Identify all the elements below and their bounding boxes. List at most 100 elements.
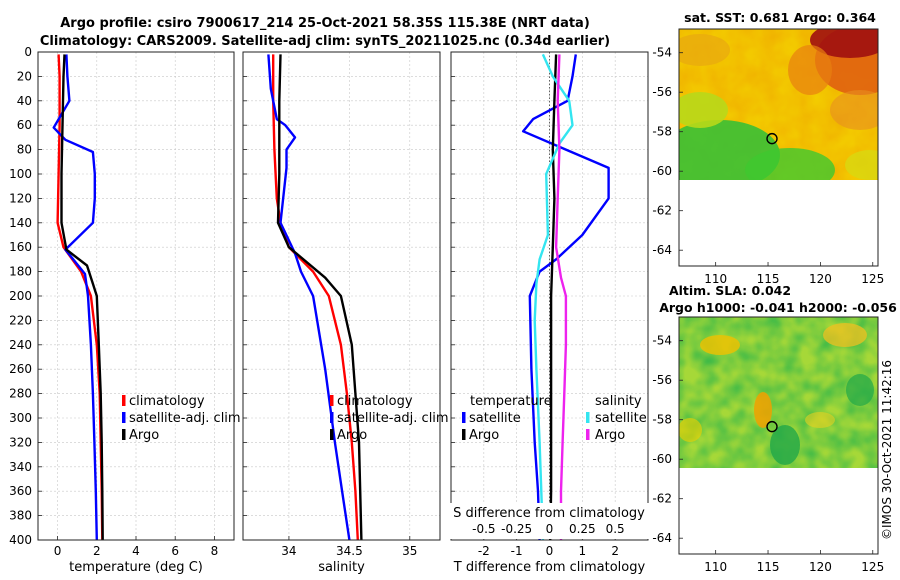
legend-label: Argo xyxy=(595,428,625,443)
x-tick-label: 34 xyxy=(281,544,296,558)
sst-map-field xyxy=(679,29,878,180)
depth-tick-label: 260 xyxy=(9,362,32,376)
lat-tick-label: -60 xyxy=(652,452,672,466)
sst-map-title: sat. SST: 0.681 Argo: 0.364 xyxy=(684,10,876,25)
argo-location-marker xyxy=(766,420,778,433)
sla-map-field xyxy=(679,317,878,468)
depth-tick-label: 40 xyxy=(17,94,32,108)
s-tick-label: -0.25 xyxy=(501,522,532,536)
depth-tick-label: 400 xyxy=(9,533,32,547)
legend-swatch xyxy=(586,412,590,423)
depth-tick-label: 300 xyxy=(9,411,32,425)
lat-tick-label: -56 xyxy=(652,373,672,387)
x-tick-label: -1 xyxy=(511,544,523,558)
lon-tick-label: 120 xyxy=(809,272,832,286)
lon-tick-label: 115 xyxy=(757,272,780,286)
s-tick-label: 0.25 xyxy=(569,522,596,536)
difference-panel: -2 -1 0 1 2 T difference from climatology temp… xyxy=(448,51,650,575)
x-axis-label: T difference from climatology xyxy=(453,560,646,575)
lat-tick-label: -54 xyxy=(652,334,672,348)
lon-tick-label: 110 xyxy=(704,272,727,286)
sla-map: Altim. SLA: 0.042 Argo h1000: -0.041 h20… xyxy=(652,283,897,574)
title-line-1: Argo profile: csiro 7900617_214 25-Oct-2… xyxy=(60,16,590,31)
depth-tick-label: 200 xyxy=(9,289,32,303)
depth-tick-label: 280 xyxy=(9,387,32,401)
series-line-satellite-adj-clim xyxy=(52,54,98,541)
lat-tick-label: -58 xyxy=(652,125,672,139)
lon-tick-label: 125 xyxy=(861,272,884,286)
s-tick-label: 0 xyxy=(546,522,554,536)
depth-tick-label: 320 xyxy=(9,435,32,449)
lat-tick-label: -58 xyxy=(652,413,672,427)
legend-label: Argo xyxy=(337,428,367,443)
legend-swatch xyxy=(586,429,590,440)
depth-tick-label: 80 xyxy=(17,143,32,157)
depth-tick-label: 220 xyxy=(9,313,32,327)
lat-tick-label: -60 xyxy=(652,164,672,178)
legend-label: Argo xyxy=(469,428,499,443)
legend-swatch xyxy=(122,412,126,423)
x-tick-label: 8 xyxy=(211,544,219,558)
legend-swatch xyxy=(462,429,466,440)
x-tick-label: 35 xyxy=(402,544,417,558)
x-tick-label: 2 xyxy=(611,544,619,558)
salinity-panel: 34 34.5 35 salinity climatology satellite-adj… xyxy=(242,51,449,575)
sst-map-nodata xyxy=(679,180,878,266)
depth-tick-label: 360 xyxy=(9,484,32,498)
lat-tick-label: -64 xyxy=(652,531,672,545)
plot-frame xyxy=(450,51,649,541)
x-tick-label: 6 xyxy=(171,544,179,558)
sst-map-frame xyxy=(678,28,879,267)
depth-tick-label: 100 xyxy=(9,167,32,181)
legend-swatch xyxy=(330,395,334,406)
title-line-2: Climatology: CARS2009. Satellite-adj cli… xyxy=(40,34,610,49)
lon-tick-label: 110 xyxy=(704,560,727,574)
x-tick-label: 4 xyxy=(132,544,140,558)
legend-label: climatology xyxy=(129,394,205,409)
legend-label: satellite xyxy=(469,411,521,426)
x-tick-label: 34.5 xyxy=(336,544,363,558)
lat-tick-label: -54 xyxy=(652,46,672,60)
x-axis-label: salinity xyxy=(318,560,365,575)
s-difference-label: S difference from climatology xyxy=(453,506,645,521)
x-tick-label: 0 xyxy=(546,544,554,558)
legend-label: satellite-adj. clim xyxy=(129,411,241,426)
temperature-panel: 0204060801001201401601802002202402602803… xyxy=(9,45,241,575)
sla-map-frame xyxy=(678,316,879,555)
s-axis-background xyxy=(448,503,650,539)
sst-map: sat. SST: 0.681 Argo: 0.364 -54 -56 -58 -60… xyxy=(652,10,884,286)
plot-frame xyxy=(37,51,235,541)
series-line-argo xyxy=(60,54,104,541)
legend-label: Argo xyxy=(129,428,159,443)
legend-swatch xyxy=(330,429,334,440)
x-axis-label: temperature (deg C) xyxy=(69,560,203,575)
depth-tick-label: 60 xyxy=(17,118,32,132)
depth-tick-label: 120 xyxy=(9,191,32,205)
lat-tick-label: -62 xyxy=(652,492,672,506)
lon-tick-label: 125 xyxy=(861,560,884,574)
x-tick-label: 0 xyxy=(54,544,62,558)
s-tick-label: 0.5 xyxy=(606,522,625,536)
legend-header-salinity: salinity xyxy=(595,394,642,409)
legend-swatch xyxy=(122,429,126,440)
series-line-s-satellite xyxy=(533,53,574,541)
depth-tick-label: 140 xyxy=(9,216,32,230)
series-line-t-satellite xyxy=(522,54,610,541)
depth-tick-label: 380 xyxy=(9,509,32,523)
x-tick-label: -2 xyxy=(478,544,490,558)
lon-tick-label: 115 xyxy=(757,560,780,574)
series-line-climatology xyxy=(272,54,359,541)
depth-tick-label: 160 xyxy=(9,240,32,254)
x-tick-label: 2 xyxy=(93,544,101,558)
series-line-s-argo xyxy=(554,54,568,540)
sla-map-title: Altim. SLA: 0.042 xyxy=(669,283,791,298)
legend-swatch xyxy=(122,395,126,406)
legend-header-temperature: temperature xyxy=(470,394,552,409)
depth-tick-label: 0 xyxy=(24,45,32,59)
lat-tick-label: -56 xyxy=(652,85,672,99)
sla-map-subtitle: Argo h1000: -0.041 h2000: -0.056 xyxy=(659,300,897,315)
depth-tick-label: 240 xyxy=(9,338,32,352)
legend-label: climatology xyxy=(337,394,413,409)
legend-swatch xyxy=(330,412,334,423)
